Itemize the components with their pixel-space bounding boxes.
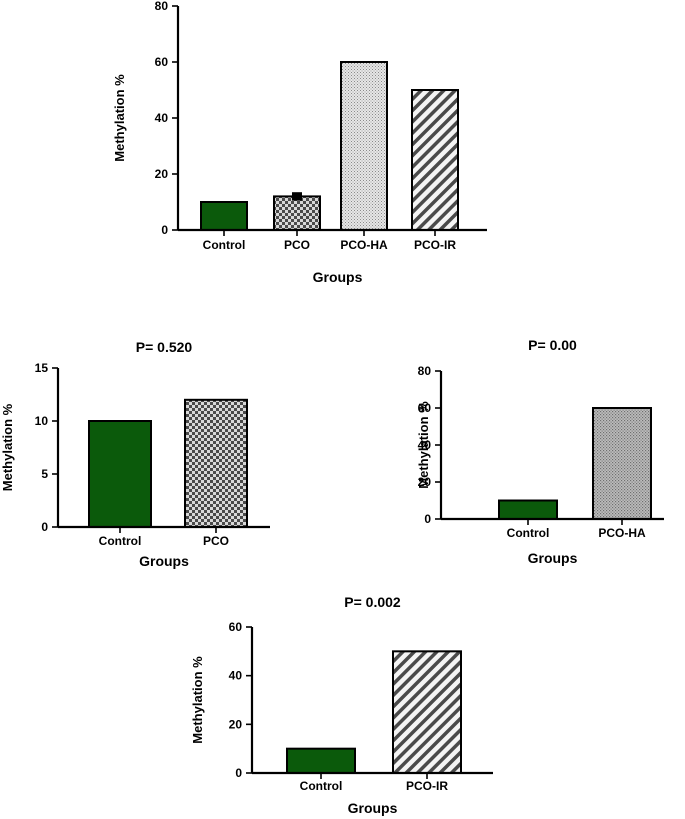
y-tick-label: 15 (35, 361, 49, 375)
error-bar (292, 192, 302, 201)
bar-pco (184, 398, 248, 528)
y-tick-label: 10 (35, 414, 49, 428)
bar-control (88, 420, 152, 528)
bar-pco-ir (392, 650, 462, 774)
y-tick-label: 5 (41, 467, 48, 481)
y-axis-label: Methylation % (0, 403, 15, 491)
y-tick-label: 60 (229, 620, 243, 634)
category-label: PCO-IR (414, 238, 456, 252)
main-bar-chart: Control PCO PCO-HA PCO-IR 0 20 40 60 80 Groups Met… (112, 0, 487, 285)
control-vs-pco-chart: Control PCO 0 5 10 15 Groups Methylation % P= 0.… (0, 339, 270, 569)
bar-control (286, 747, 356, 775)
category-label: PCO-HA (598, 526, 646, 540)
y-tick-label: 80 (155, 0, 169, 13)
chart-title: P= 0.002 (344, 594, 401, 610)
category-label: PCO-IR (406, 779, 448, 793)
y-tick-label: 60 (155, 55, 169, 69)
category-label: PCO-HA (340, 238, 388, 252)
category-label: Control (300, 779, 343, 793)
x-axis-label: Groups (313, 269, 363, 285)
y-tick-label: 0 (161, 223, 168, 237)
bar-pco (273, 195, 321, 231)
bar-control (200, 201, 248, 231)
control-vs-pco-ir-chart: Control PCO-IR 0 20 40 60 Groups Methylation % P… (190, 594, 493, 816)
y-tick-label: 40 (418, 438, 432, 452)
category-label: PCO (284, 238, 310, 252)
bar-control (498, 499, 558, 520)
bar-pco-ir (411, 89, 459, 231)
chart-title: P= 0.520 (136, 339, 193, 355)
category-label: Control (507, 526, 550, 540)
bar-pco-ha (592, 407, 652, 520)
x-axis-label: Groups (139, 553, 189, 569)
x-axis-label: Groups (528, 550, 578, 566)
category-label: Control (203, 238, 246, 252)
y-tick-label: 40 (155, 111, 169, 125)
y-axis-label: Methylation % (416, 401, 431, 489)
y-tick-label: 60 (418, 401, 432, 415)
y-axis-label: Methylation % (190, 656, 205, 744)
category-label: Control (99, 534, 142, 548)
y-tick-label: 80 (418, 364, 432, 378)
y-tick-label: 40 (229, 669, 243, 683)
y-tick-label: 20 (229, 717, 243, 731)
y-tick-label: 20 (155, 167, 169, 181)
y-tick-label: 20 (418, 475, 432, 489)
bar-pco-ha (340, 61, 388, 231)
y-axis-label: Methylation % (112, 74, 127, 162)
y-tick-label: 0 (41, 520, 48, 534)
x-axis-label: Groups (348, 800, 398, 816)
chart-title: P= 0.00 (528, 337, 577, 353)
control-vs-pco-ha-chart: Control PCO-HA 0 20 40 60 80 Groups Methylation … (416, 337, 664, 566)
y-tick-label: 0 (424, 512, 431, 526)
category-label: PCO (203, 534, 229, 548)
y-tick-label: 0 (235, 766, 242, 780)
